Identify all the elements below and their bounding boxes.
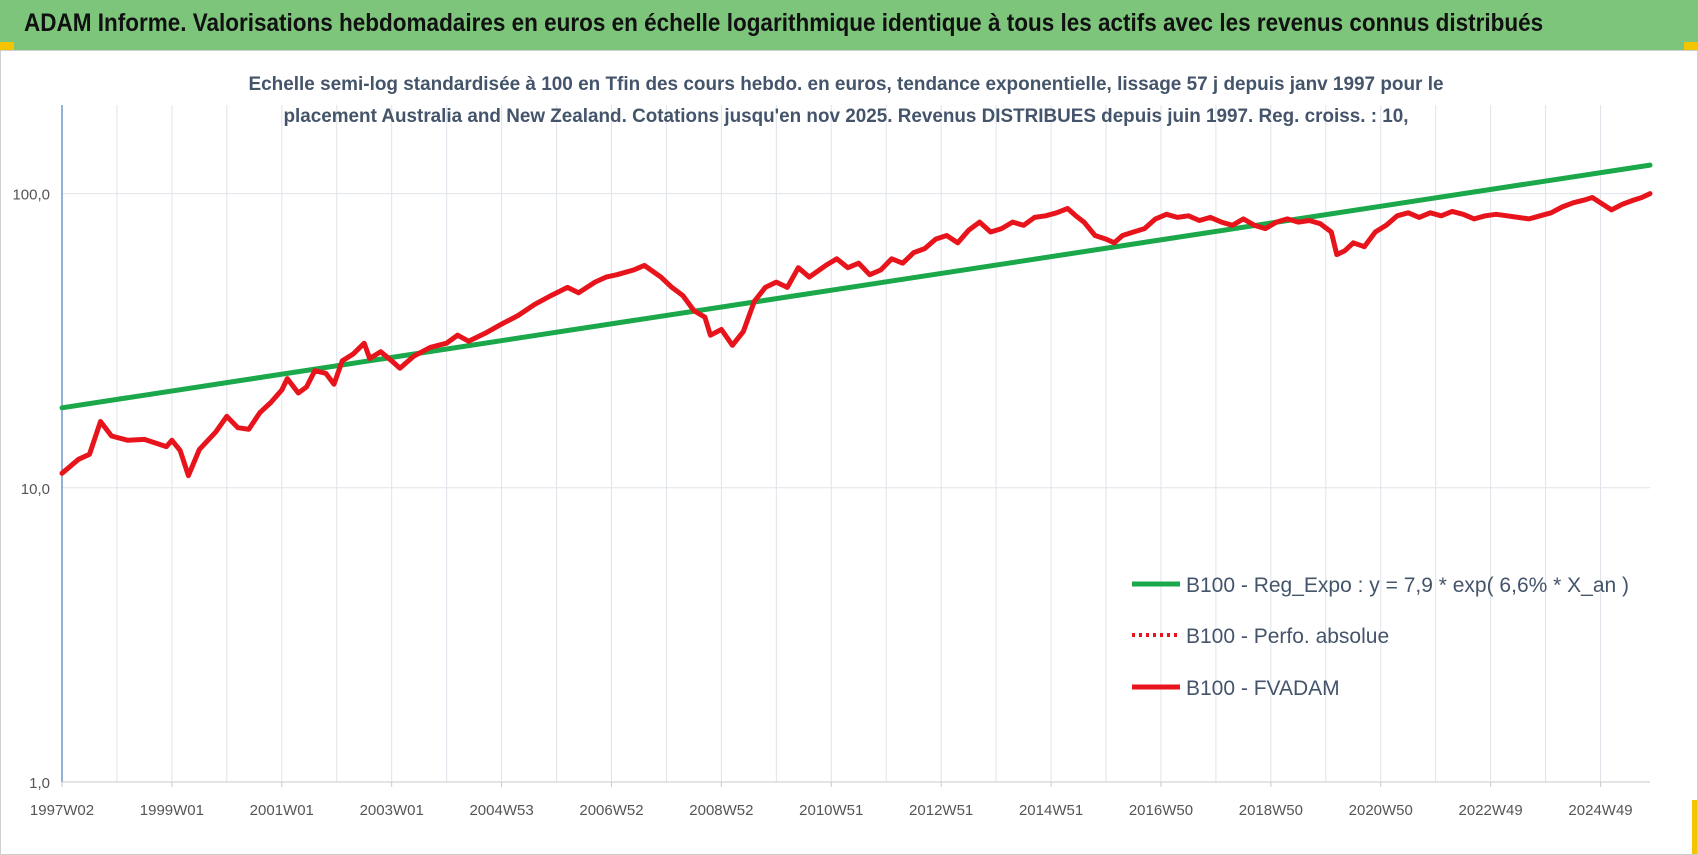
- x-tick-label: 2018W50: [1239, 802, 1303, 819]
- x-tick-label: 2014W51: [1019, 802, 1083, 819]
- legend-label: B100 - Reg_Expo : y = 7,9 * exp( 6,6% * …: [1186, 574, 1629, 597]
- page-title: ADAM Informe. Valorisations hebdomadaire…: [24, 9, 1544, 37]
- corner-mark-top-right: [1684, 42, 1698, 50]
- x-tick-label: 2012W51: [909, 802, 973, 819]
- chart-title: Echelle semi-log standardisée à 100 en T…: [249, 74, 1444, 127]
- x-tick-label: 2008W52: [689, 802, 753, 819]
- series-line: [59, 162, 1653, 411]
- x-tick-label: 2001W01: [250, 802, 314, 819]
- x-tick-label: 2022W49: [1459, 802, 1523, 819]
- grid: [62, 105, 1650, 783]
- x-tick-label: 2024W49: [1568, 802, 1632, 819]
- tick-labels: 1,0 10,0 100,0 1997W02 1999W01 2001W01 2003W01…: [12, 187, 1632, 819]
- chart-title-line: Echelle semi-log standardisée à 100 en T…: [249, 74, 1444, 95]
- x-tick-label: 1997W02: [30, 802, 94, 819]
- legend-label: B100 - Perfo. absolue: [1186, 625, 1389, 648]
- axes: [61, 105, 1650, 787]
- x-tick-label: 2020W50: [1349, 802, 1413, 819]
- x-tick-label: 2004W53: [469, 802, 533, 819]
- x-tick-label: 1999W01: [140, 802, 204, 819]
- x-tick-label: 2006W52: [579, 802, 643, 819]
- chart-title-line: placement Australia and New Zealand. Cot…: [284, 106, 1409, 127]
- corner-mark-bottom-right: [1692, 800, 1698, 855]
- x-tick-label: 2016W50: [1129, 802, 1193, 819]
- x-tick-label: 2010W51: [799, 802, 863, 819]
- y-tick-label: 10,0: [21, 481, 50, 498]
- legend-label: B100 - FVADAM: [1186, 677, 1340, 700]
- series-lines: [59, 162, 1653, 479]
- title-bar: ADAM Informe. Valorisations hebdomadaire…: [0, 0, 1698, 50]
- y-tick-label: 1,0: [29, 775, 50, 792]
- series-line: [59, 191, 1653, 479]
- corner-mark-top-left: [0, 42, 14, 50]
- legend: B100 - Reg_Expo : y = 7,9 * exp( 6,6% * …: [1132, 574, 1629, 700]
- x-tick-label: 2003W01: [360, 802, 424, 819]
- y-tick-label: 100,0: [12, 187, 50, 204]
